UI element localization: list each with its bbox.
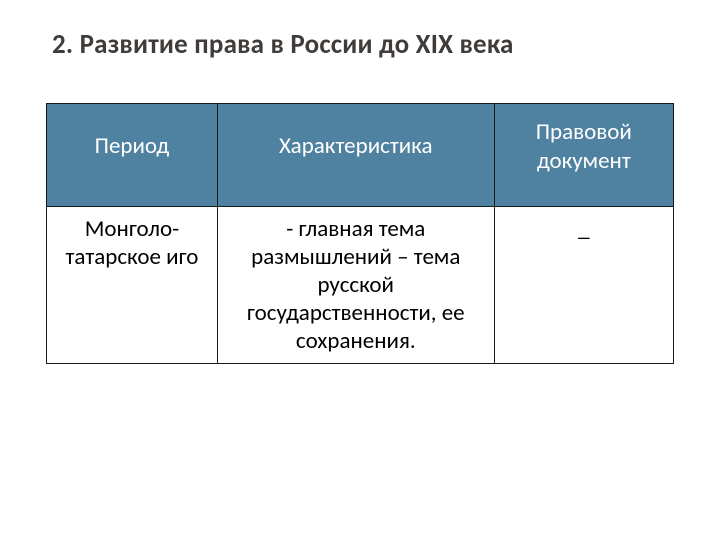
slide-title: 2. Развитие права в России до XIX века: [52, 28, 676, 61]
table-row: Монголо-татарское иго - главная тема раз…: [47, 206, 674, 363]
cell-period: Монголо-татарское иго: [47, 206, 218, 363]
col-header-characteristic: Характеристика: [217, 104, 494, 207]
col-header-document: Правовой документ: [494, 104, 673, 207]
law-history-table: Период Характеристика Правовой документ …: [46, 103, 674, 364]
table-body: Монголо-татарское иго - главная тема раз…: [47, 206, 674, 363]
slide: 2. Развитие права в России до XIX века П…: [0, 0, 720, 540]
col-header-period: Период: [47, 104, 218, 207]
table-head: Период Характеристика Правовой документ: [47, 104, 674, 207]
cell-document: _: [494, 206, 673, 363]
table-header-row: Период Характеристика Правовой документ: [47, 104, 674, 207]
cell-characteristic: - главная тема размышлений – тема русско…: [217, 206, 494, 363]
